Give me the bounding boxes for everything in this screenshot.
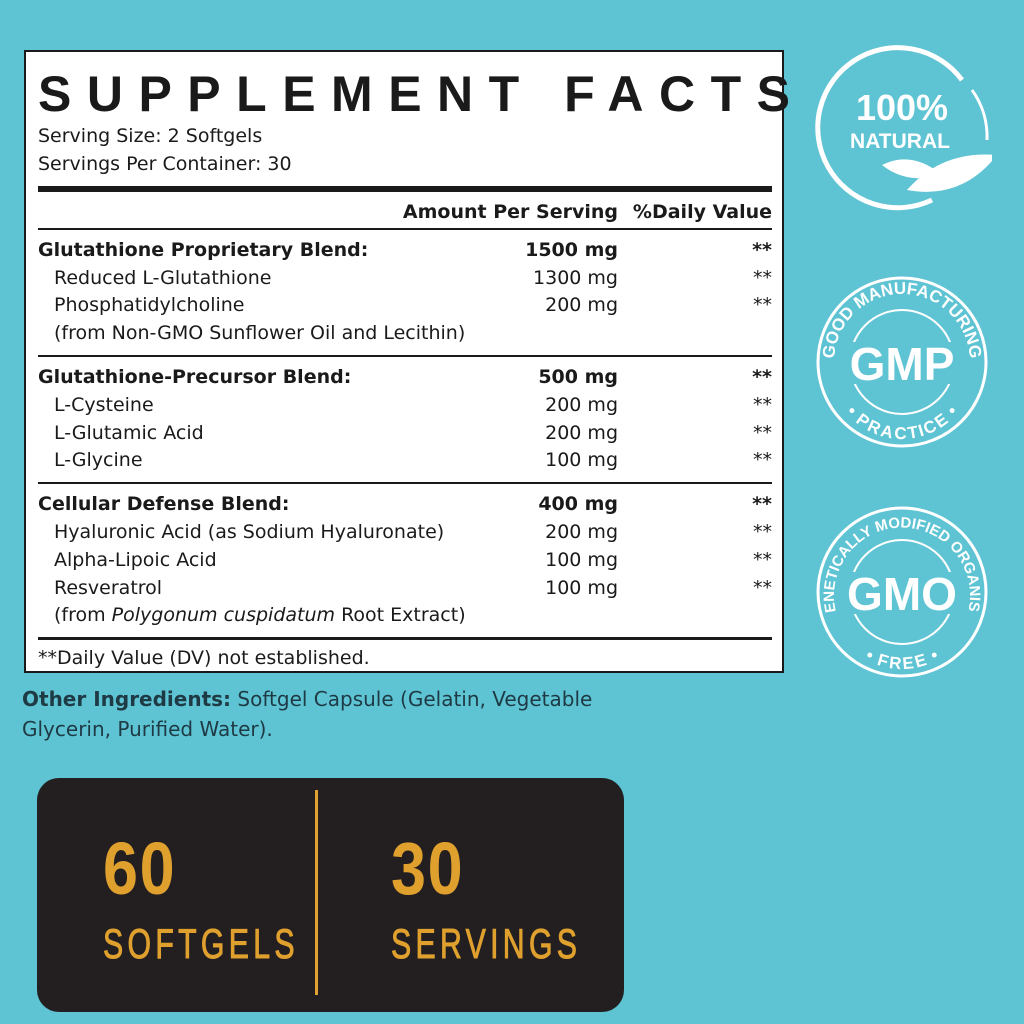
blend-row: Glutathione Proprietary Blend: 1500 mg ** — [38, 236, 772, 264]
badge-ring — [815, 45, 965, 211]
divider-thick — [38, 186, 772, 192]
ingredient-amount: 100 mg — [545, 576, 618, 599]
natural-badge: 100% NATURAL — [815, 45, 992, 211]
ingredient-row: Hyaluronic Acid (as Sodium Hyaluronate) 2… — [38, 518, 772, 546]
ingredient-name: Alpha-Lipoic Acid — [54, 548, 217, 571]
ingredient-name: Glutathione-Precursor Blend: — [38, 366, 352, 389]
footnote: **Daily Value (DV) not established. — [38, 647, 370, 670]
stats-divider — [315, 790, 318, 995]
ingredient-row: L-Glycine 100 mg ** — [38, 447, 772, 475]
gmp-center: GMP — [850, 338, 955, 390]
gmp-arc-bottom: • PRACTICE • — [843, 402, 962, 443]
ingredient-name: Glutathione Proprietary Blend: — [38, 238, 369, 261]
ingredient-name: L-Cysteine — [54, 393, 154, 416]
blend-section: Glutathione-Precursor Blend: 500 mg ** L-Cy… — [38, 357, 772, 482]
section-divider — [38, 637, 772, 641]
ingredient-amount: 200 mg — [545, 521, 618, 544]
column-header: Amount Per Serving %Daily Value — [38, 192, 772, 228]
ingredient-row: Phosphatidylcholine 200 mg ** — [38, 292, 772, 320]
ingredient-row: L-Glutamic Acid 200 mg ** — [38, 419, 772, 447]
other-ingredients: Other Ingredients: Softgel Capsule (Gela… — [22, 684, 662, 744]
ingredient-name: L-Glutamic Acid — [54, 421, 204, 444]
servings-per-container: Servings Per Container: 30 — [38, 153, 292, 175]
ingredient-name: Resveratrol — [54, 576, 163, 599]
ingredient-dv: ** — [753, 548, 772, 571]
ingredient-amount: 500 mg — [538, 366, 618, 389]
ingredient-row: (from Polygonum cuspidatum Root Extract) — [38, 602, 772, 630]
other-ingredients-text: Softgel Capsule (Gelatin, Vegetable Glyc… — [22, 687, 593, 741]
badge-natural: NATURAL — [850, 130, 950, 153]
stat-servings: 30 SERVINGS — [391, 830, 655, 970]
ingredient-dv: ** — [752, 366, 772, 389]
gmo-free-badge: GENETICALLY MODIFIED ORGANISM • FREE • G… — [812, 502, 988, 678]
section-divider — [38, 355, 772, 358]
ingredient-dv: ** — [752, 493, 772, 516]
stat-number: 60 — [103, 827, 177, 910]
ingredient-name: Cellular Defense Blend: — [38, 493, 290, 516]
ingredient-row: Reduced L-Glutathione 1300 mg ** — [38, 264, 772, 292]
section-divider — [38, 228, 772, 230]
stat-number: 30 — [391, 827, 465, 910]
stats-box: 60 SOFTGELS 30 SERVINGS — [37, 778, 624, 1012]
stat-label: SOFTGELS — [103, 920, 299, 968]
ingredient-amount: 1500 mg — [525, 238, 618, 261]
facts-title: SUPPLEMENT FACTS — [38, 66, 806, 122]
blend-section: Cellular Defense Blend: 400 mg ** Hyaluroni… — [38, 484, 772, 637]
ingredient-amount: 1300 mg — [533, 266, 618, 289]
ingredient-amount: 200 mg — [545, 393, 618, 416]
gmo-arc-bottom: • FREE • — [863, 645, 942, 673]
ingredient-amount: 100 mg — [545, 449, 618, 472]
blend-row: Glutathione-Precursor Blend: 500 mg ** — [38, 363, 772, 391]
other-ingredients-label: Other Ingredients: — [22, 687, 232, 711]
ingredient-name: Phosphatidylcholine — [54, 294, 245, 317]
ingredient-dv: ** — [753, 266, 772, 289]
supplement-facts-panel: SUPPLEMENT FACTS Serving Size: 2 Softgel… — [24, 50, 806, 673]
ingredient-dv: ** — [753, 393, 772, 416]
serving-size: Serving Size: 2 Softgels — [38, 125, 263, 147]
ingredient-amount: 200 mg — [545, 421, 618, 444]
ingredient-name: (from Polygonum cuspidatum Root Extract) — [54, 604, 466, 627]
ingredient-dv: ** — [753, 449, 772, 472]
leaf-icon — [882, 154, 992, 192]
gmo-center: GMO — [847, 568, 957, 620]
ingredient-dv: ** — [752, 238, 772, 261]
ingredient-row: (from Non-GMO Sunflower Oil and Lecithin… — [38, 319, 772, 347]
section-divider — [38, 482, 772, 485]
ingredient-amount: 100 mg — [545, 548, 618, 571]
ingredient-name: Hyaluronic Acid (as Sodium Hyaluronate) — [54, 521, 445, 544]
ingredient-amount: 400 mg — [538, 493, 618, 516]
ingredient-name: (from Non-GMO Sunflower Oil and Lecithin… — [54, 322, 466, 345]
ingredient-dv: ** — [753, 421, 772, 444]
svg-text:• FREE •: • FREE • — [863, 645, 942, 673]
ingredient-row: Resveratrol 100 mg ** — [38, 574, 772, 602]
gmp-badge: GOOD MANUFACTURING • PRACTICE • GMP — [816, 276, 988, 448]
svg-text:• PRACTICE •: • PRACTICE • — [843, 402, 962, 443]
blend-row: Cellular Defense Blend: 400 mg ** — [38, 490, 772, 518]
ingredient-row: Alpha-Lipoic Acid 100 mg ** — [38, 546, 772, 574]
ingredient-dv: ** — [753, 576, 772, 599]
blend-section: Glutathione Proprietary Blend: 1500 mg ** R… — [38, 230, 772, 355]
ingredient-name: L-Glycine — [54, 449, 143, 472]
dv-header: %Daily Value — [632, 201, 772, 223]
ingredient-row: L-Cysteine 200 mg ** — [38, 391, 772, 419]
ingredient-dv: ** — [753, 521, 772, 544]
ingredient-amount: 200 mg — [545, 294, 618, 317]
stat-softgels: 60 SOFTGELS — [103, 830, 375, 970]
ingredient-name: Reduced L-Glutathione — [54, 266, 272, 289]
stat-label: SERVINGS — [391, 920, 582, 968]
ingredient-dv: ** — [753, 294, 772, 317]
badge-percent: 100% — [856, 87, 948, 128]
amount-header: Amount Per Serving — [402, 201, 618, 223]
